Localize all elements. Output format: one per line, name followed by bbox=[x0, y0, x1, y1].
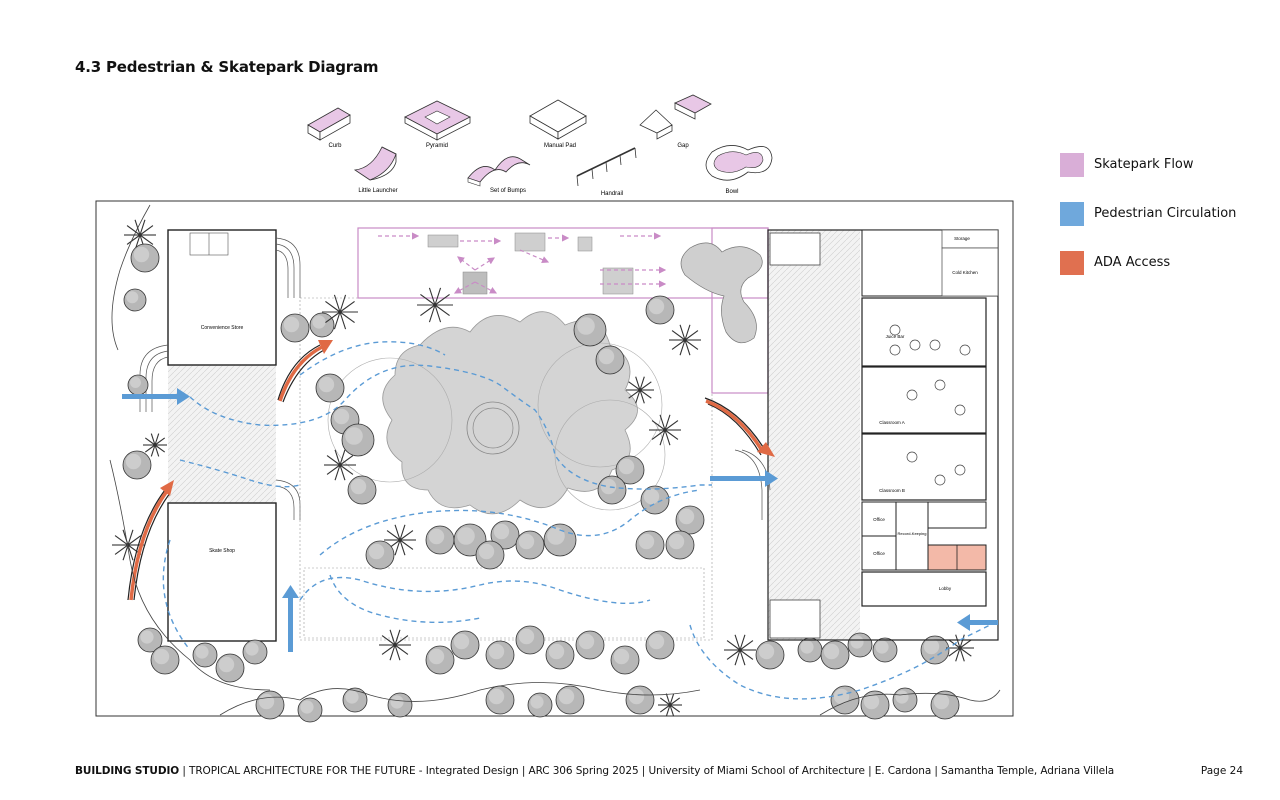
ada-arrow bbox=[129, 489, 169, 601]
site-plan-diagram: Curb Pyramid Manual Pad Gap Littl bbox=[95, 94, 1014, 723]
legend-item-skatepark-flow: Skatepark Flow bbox=[1060, 152, 1236, 177]
ada-arrow bbox=[705, 399, 765, 453]
gap-icon bbox=[639, 94, 712, 140]
obstacle-label: Manual Pad bbox=[544, 143, 576, 149]
handrail-icon bbox=[576, 147, 637, 187]
ada-access-ramps bbox=[127, 340, 775, 601]
skatepark-zone bbox=[357, 227, 769, 394]
trees bbox=[112, 219, 974, 723]
pedestrian-arrow-east bbox=[710, 470, 778, 487]
curb-icon bbox=[307, 107, 351, 141]
pyramid-icon bbox=[404, 100, 471, 141]
room-label: Office bbox=[873, 517, 885, 522]
legend-swatch bbox=[1060, 152, 1084, 177]
page-number: Page 24 bbox=[1200, 765, 1243, 777]
pedestrian-circulation bbox=[162, 341, 991, 700]
furniture bbox=[889, 324, 971, 486]
pedestrian-arrow-lobby bbox=[957, 614, 998, 631]
west-plaza bbox=[168, 365, 276, 503]
landscape-edges bbox=[109, 204, 1001, 716]
room-label: Classroom A bbox=[879, 420, 905, 425]
obstacle-label: Handrail bbox=[601, 191, 623, 197]
room-label: Storage bbox=[954, 236, 970, 241]
bowl-icon bbox=[705, 145, 773, 181]
legend: Skatepark Flow Pedestrian Circulation AD… bbox=[1060, 152, 1236, 299]
pedestrian-arrow-south bbox=[282, 585, 299, 652]
skate-shop bbox=[167, 502, 277, 642]
south-court bbox=[303, 567, 705, 639]
obstacle-label: Pyramid bbox=[426, 143, 448, 149]
pedestrian-arrows bbox=[122, 388, 998, 652]
room-label: Record-Keeping bbox=[898, 531, 927, 536]
obstacle-legend: Curb Pyramid Manual Pad Gap Littl bbox=[307, 94, 773, 197]
plaza-outline bbox=[299, 297, 713, 641]
obstacle-label: Set of Bumps bbox=[490, 188, 526, 194]
pedestrian-arrow-west bbox=[122, 388, 190, 405]
page-title: 4.3 Pedestrian & Skatepark Diagram bbox=[75, 58, 379, 76]
obstacle-label: Little Launcher bbox=[358, 188, 397, 194]
room-label: Juice Bar bbox=[886, 334, 905, 339]
obstacle-label: Curb bbox=[328, 143, 342, 149]
legend-item-pedestrian-circulation: Pedestrian Circulation bbox=[1060, 201, 1236, 226]
room-label: Cold Kitchen bbox=[952, 270, 978, 275]
footer: BUILDING STUDIO | TROPICAL ARCHITECTURE … bbox=[75, 765, 1114, 777]
set-of-bumps-icon bbox=[467, 156, 531, 187]
east-ramps bbox=[734, 449, 771, 520]
footer-text: | TROPICAL ARCHITECTURE FOR THE FUTURE -… bbox=[179, 765, 1115, 777]
legend-swatch bbox=[1060, 201, 1084, 226]
manual-pad-icon bbox=[529, 99, 587, 140]
legend-item-ada-access: ADA Access bbox=[1060, 250, 1236, 275]
room-label: Office bbox=[873, 551, 885, 556]
room-label: Lobby bbox=[939, 586, 952, 591]
legend-label: ADA Access bbox=[1094, 255, 1171, 270]
legend-label: Pedestrian Circulation bbox=[1094, 206, 1237, 221]
legend-swatch bbox=[1060, 250, 1084, 275]
obstacle-label: Bowl bbox=[725, 189, 738, 195]
west-buildings: Convenience Store Skate Shop bbox=[167, 229, 277, 642]
central-tree-canopy bbox=[327, 311, 666, 515]
east-plaza bbox=[768, 230, 860, 640]
ada-arrow bbox=[278, 345, 323, 402]
little-launcher-icon bbox=[353, 146, 397, 181]
room-label: Skate Shop bbox=[209, 548, 235, 554]
obstacle-label: Gap bbox=[677, 143, 689, 149]
convenience-store bbox=[167, 229, 277, 366]
legend-label: Skatepark Flow bbox=[1094, 157, 1194, 172]
room-label: Classroom B bbox=[879, 488, 905, 493]
footer-studio: BUILDING STUDIO bbox=[75, 765, 180, 777]
east-building: Storage Cold Kitchen Juice Bar Classroom… bbox=[767, 229, 999, 641]
room-label: Convenience Store bbox=[201, 325, 244, 331]
